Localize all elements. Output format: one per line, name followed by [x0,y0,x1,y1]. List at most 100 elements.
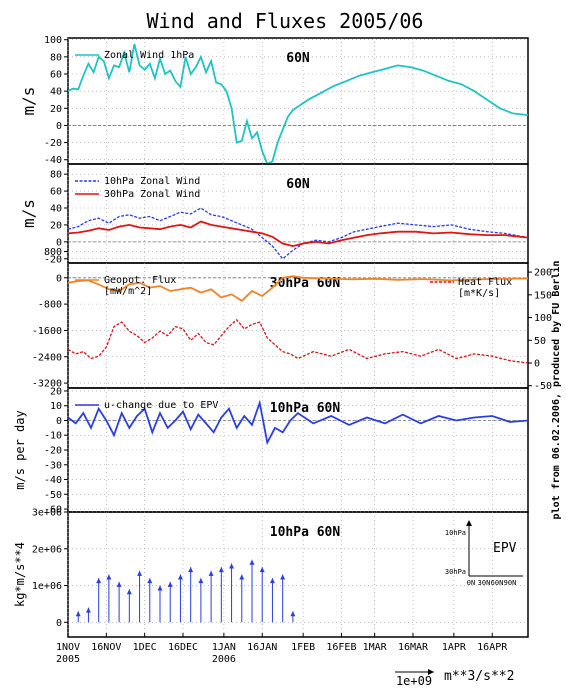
inset-x-label: 90N [504,579,517,587]
y-tick-label: 800 [44,247,62,258]
y-tick-label-right: 150 [534,290,552,301]
legend-unit: [mW/m^2] [104,286,152,297]
y-tick-label: -30 [44,460,62,471]
y-axis-label: m/s [19,87,38,116]
y-tick-label: 20 [50,104,62,115]
y-tick-label: -20 [44,446,62,457]
x-tick-year-label: 2005 [56,654,80,665]
x-tick-label: 16APR [477,642,508,653]
scale-arrow-head [428,669,434,675]
x-tick-label: 16NOV [91,642,121,653]
y-tick-label: 0 [56,273,62,284]
epv-vector-head [269,578,275,584]
inset-x-label: 0N [467,579,475,587]
y-tick-label: 0 [56,618,62,629]
y-tick-label: 0 [56,121,62,132]
y-tick-label: 40 [50,87,62,98]
panel-label: 10hPa 60N [270,525,341,540]
epv-vector-head [259,567,265,573]
y-tick-label: -40 [44,475,62,486]
x-tick-label: 1NOV [56,642,80,653]
epv-vector-head [157,585,163,591]
panel-frame [67,511,529,638]
y-tick-label: -800 [38,300,62,311]
x-tick-label: 1FEB [291,642,315,653]
figure-title: Wind and Fluxes 2005/06 [147,9,424,33]
y-tick-label: -20 [44,254,62,265]
legend-label: 10hPa Zonal Wind [104,176,200,187]
y-tick-label: 20 [50,220,62,231]
x-tick-label: 16JAN [247,642,277,653]
y-tick-label: 0 [56,237,62,248]
epv-vector-head [106,574,112,580]
panel-4: 20 10 0 -10 -20 -30 -40 -50 -60 m/s per day 10hPa … [13,386,529,516]
panel-5: 3e+06 2e+06 1e+06 0 kg*m/s**4 10hPa 60N EPV 10h… [13,508,529,638]
legend-label: 30hPa Zonal Wind [104,189,200,200]
series-line [68,318,528,364]
y-tick-label: 80 [50,170,62,181]
y-axis-label: m/s [19,199,38,228]
epv-vector-head [147,578,153,584]
inset-y-label: 30hPa [445,568,466,576]
y-tick-label: 10 [50,401,62,412]
x-tick-label: 1MAR [363,642,388,653]
panel-label: 60N [286,51,310,66]
y-tick-label: 40 [50,204,62,215]
panel-1: 100 80 60 40 20 0 -20 -40 m/s 60N Zonal Wind 1hPa [19,35,529,166]
inset-y-label: 10hPa [445,529,466,537]
series-line [68,43,528,164]
x-tick-year-label: 2006 [212,654,236,665]
series-line [68,399,528,446]
series-line [68,220,528,248]
y-tick-label: -40 [44,155,62,166]
x-tick-label: 16FEB [326,642,356,653]
series-line [68,207,528,260]
inset-x-label: 60N [491,579,504,587]
y-tick-label: -50 [44,490,62,501]
y-tick-label: 60 [50,70,62,81]
inset-axis-arrow [466,520,472,526]
legend-label: Heat Flux [458,277,512,288]
side-note: plot from 06.02.2006, produced by FU Ber… [550,261,562,520]
y-tick-label: -3200 [32,379,62,390]
epv-vector-head [116,581,122,587]
scale-arrow: 1e+09 m**3/s**2 [395,669,514,688]
epv-vector-head [290,611,296,617]
epv-vector-head [85,607,91,613]
y-axis-label: m/s per day [13,410,27,489]
y-tick-label-right: 200 [534,268,552,279]
y-tick-label: 100 [44,35,62,46]
epv-vector-head [198,578,204,584]
series-line [68,275,528,302]
epv-vector-head [249,559,255,565]
panel-3: -3200 -2400 -1600 -800 0 800 200 150 100 50 0 -50 30… [32,247,552,392]
epv-vector-head [239,574,245,580]
epv-vector-head [96,578,102,584]
inset-title: EPV [493,541,517,556]
y-tick-label-right: 50 [534,336,546,347]
x-tick-label: 16DEC [168,642,198,653]
y-tick-label: 3e+06 [32,508,62,519]
x-tick-label: 1APR [442,642,467,653]
epv-vector-head [208,570,214,576]
epv-vector-head [126,589,132,595]
y-tick-label: -2400 [32,352,62,363]
y-tick-label: -1600 [32,326,62,337]
panel-label: 10hPa 60N [270,401,341,416]
epv-vector-head [75,611,81,617]
panel-label: 30hPa 60N [270,276,341,291]
y-tick-label: 1e+06 [32,581,62,592]
epv-vector-head [229,563,235,569]
inset-x-label: 30N [478,579,491,587]
epv-vector-head [177,574,183,580]
y-tick-label: 2e+06 [32,544,62,555]
y-tick-label: -10 [44,431,62,442]
y-tick-label-right: -50 [534,381,552,392]
x-tick-label: 1DEC [133,642,157,653]
scale-units: m**3/s**2 [444,669,514,684]
x-tick-label: 1JAN [212,642,236,653]
panel-2: 80 60 40 20 0 -20 m/s 60N 10hPa Zonal Wind 30hPa … [19,163,529,265]
